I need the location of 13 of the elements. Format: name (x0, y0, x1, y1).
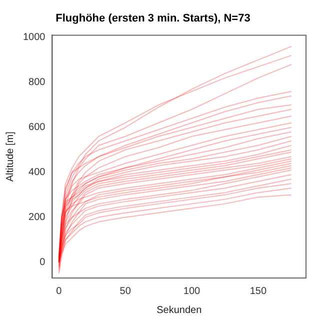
x-tick-label: 100 (183, 286, 201, 297)
x-tick-label: 50 (120, 286, 132, 297)
x-tick-label: 0 (56, 286, 62, 297)
y-tick-label: 200 (28, 212, 46, 224)
y-axis-title: Altitude [m] (4, 131, 16, 182)
x-tick-label: 150 (250, 286, 267, 297)
y-tick-label: 400 (28, 167, 46, 178)
y-tick-label: 800 (28, 77, 46, 88)
y-tick-label: 600 (28, 122, 46, 134)
y-tick-label: 1000 (22, 32, 46, 44)
chart-title: Flughöhe (ersten 3 min. Starts), N=73 (56, 12, 250, 25)
x-axis-title: Sekunden (156, 304, 202, 316)
y-tick-label: 0 (40, 257, 46, 268)
